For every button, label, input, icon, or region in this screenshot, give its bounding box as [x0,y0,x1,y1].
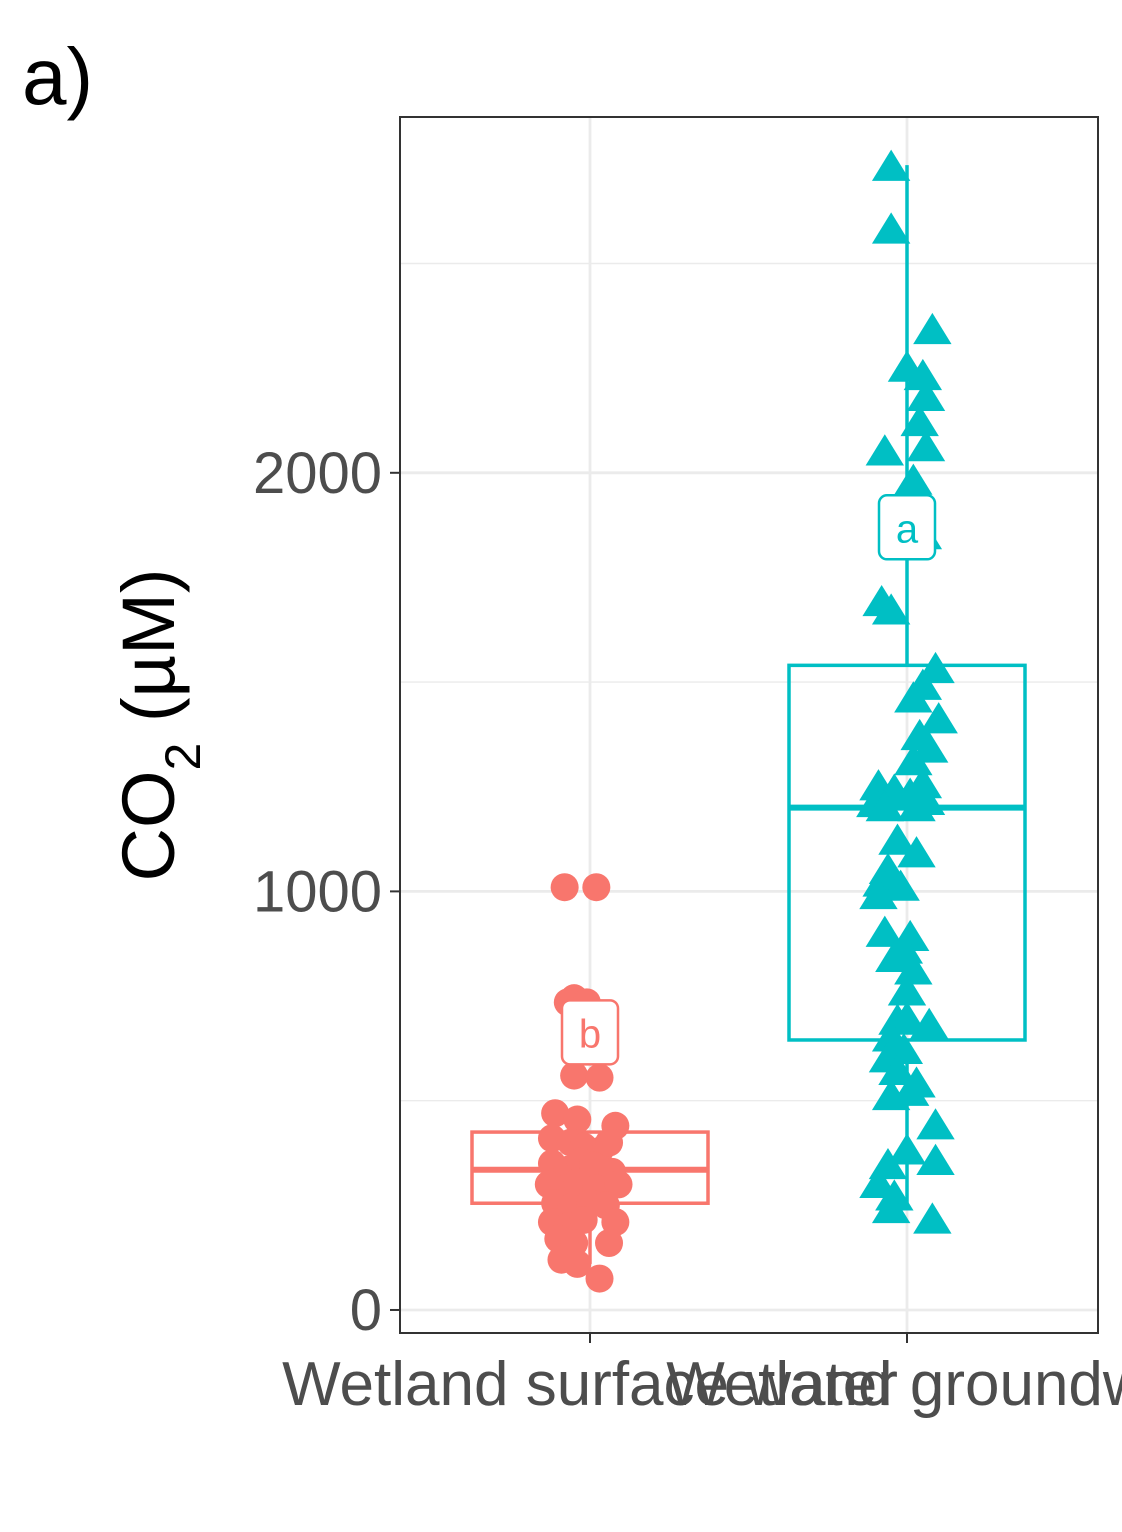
data-point [897,836,936,868]
series-groundwater: a [787,149,1027,1234]
data-point [871,1191,911,1224]
data-point [550,873,579,902]
data-point [916,1108,955,1140]
data-point [585,1264,614,1293]
y-tick-label: 1000 [253,859,382,924]
panel-label: a) [22,32,93,121]
y-tick-label: 0 [350,1278,382,1343]
data-point [859,877,898,910]
data-point [563,1249,592,1278]
series-surface-water: b [470,873,710,1293]
data-point [875,940,914,972]
data-point [541,1099,570,1128]
data-point [916,1143,955,1175]
data-point [865,915,905,947]
data-point [871,212,911,244]
panel-background [400,117,1098,1333]
data-point [871,149,911,181]
data-point [560,1061,589,1090]
significance-label-box [877,494,937,561]
significance-label-box [560,999,620,1066]
significance-letter: a [896,507,919,551]
x-tick-label: Wetland surface water [282,1350,898,1419]
data-point [563,1105,592,1134]
data-point [865,790,905,822]
significance-letter: b [579,1012,601,1056]
y-axis-title-subscript: 2 [155,743,211,771]
y-axis: 0 1000 2000 [253,441,400,1343]
data-point [906,783,946,815]
data-point [887,974,927,1006]
data-point [569,1205,598,1234]
plot-panel: ba [399,116,1099,1334]
data-point [894,681,933,713]
data-point [903,767,943,799]
data-point [887,1001,927,1033]
data-point [894,953,933,985]
data-point [890,1074,930,1106]
series-layer: ba [470,149,1027,1293]
y-axis-title: CO2 (µM) [107,569,211,882]
data-point [878,1053,917,1085]
data-point [903,358,943,391]
y-axis-title-unit: (µM) [107,569,190,743]
panel-border [399,116,1099,1334]
significance-label: a [877,494,937,561]
data-point [865,434,905,466]
data-point [878,823,917,855]
minor-gridlines [400,262,1098,1102]
data-point [906,379,946,412]
data-point [906,430,946,462]
data-point [595,1128,624,1157]
data-point [604,1170,633,1199]
significance-label: b [560,999,620,1066]
data-point [871,593,911,625]
data-point [894,463,933,495]
data-point [582,873,611,902]
data-point [881,869,920,901]
y-axis-title-main: CO [107,770,190,881]
y-tick-label: 2000 [253,441,382,506]
data-point [595,1229,624,1258]
data-point [585,1063,614,1092]
data-point [887,1133,927,1165]
data-point [900,404,939,437]
x-tick-label: Wetland groundw [666,1350,1122,1419]
data-point [909,1007,949,1039]
data-point [913,1202,952,1234]
data-point [913,312,952,345]
data-point [919,702,958,734]
